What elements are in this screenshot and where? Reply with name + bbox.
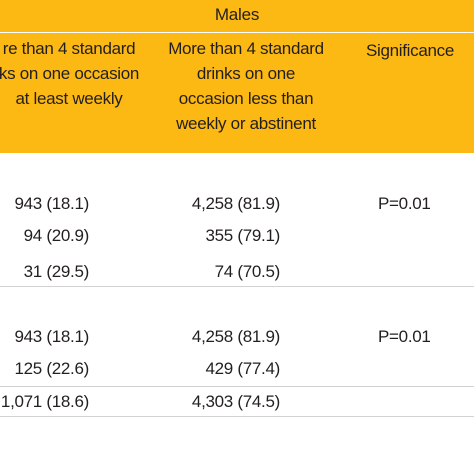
table-cell: 94 (20.9) [23, 226, 90, 245]
table-cell: 1,071 (18.6) [0, 392, 89, 411]
column-header-line: weekly or abstinent [176, 114, 316, 133]
table-cell: 943 (18.1) [14, 327, 90, 346]
column-header-line: occasion less than [178, 89, 314, 108]
column-header-less-than-weekly: More than 4 standard drinks on one occas… [146, 36, 346, 136]
table-cell: P=0.01 [378, 327, 431, 346]
section-divider [0, 286, 474, 287]
column-header-line: ks on one occasion [0, 64, 140, 83]
table-cell: 31 (29.5) [23, 262, 90, 281]
table-cell: 355 (79.1) [205, 226, 281, 245]
table-bottom-rule [0, 416, 474, 417]
table-cell: P=0.01 [378, 194, 431, 213]
group-divider [0, 32, 474, 33]
table-cell: 4,258 (81.9) [191, 194, 280, 213]
column-header-line: re than 4 standard [2, 39, 136, 58]
column-header-line: drinks on one [196, 64, 296, 83]
column-header-line: Significance [365, 41, 455, 60]
table-cell: 125 (22.6) [14, 359, 90, 378]
table-header: Males re than 4 standard ks on one occas… [0, 0, 474, 153]
row-divider [0, 386, 474, 387]
table-cell: 429 (77.4) [205, 359, 281, 378]
table-cell: 943 (18.1) [14, 194, 90, 213]
table-cell: 4,303 (74.5) [191, 392, 280, 411]
table-cell: 74 (70.5) [214, 262, 281, 281]
column-header-significance: Significance [346, 38, 474, 63]
column-header-line: at least weekly [15, 89, 123, 108]
table-cell: 4,258 (81.9) [191, 327, 280, 346]
group-title: Males [214, 5, 260, 24]
column-header-weekly: re than 4 standard ks on one occasion at… [0, 36, 234, 111]
column-header-line: More than 4 standard [168, 39, 324, 58]
